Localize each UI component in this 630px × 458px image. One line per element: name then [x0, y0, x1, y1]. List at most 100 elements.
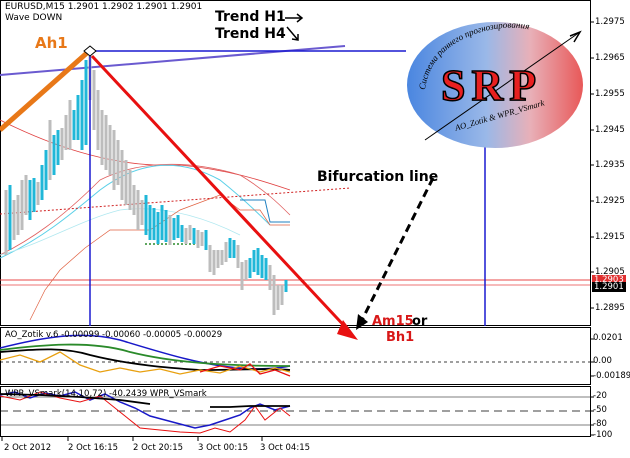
price-bar	[32, 178, 36, 212]
price-bar	[268, 265, 272, 290]
price-bar	[28, 180, 32, 220]
symbol-info: EURUSD,M15 1.2901 1.2902 1.2901 1.2901	[5, 2, 203, 12]
price-bar	[228, 238, 232, 258]
wpr-header: WPR_VSmark(14,10,72) -40.2439 WPR_VSmark	[5, 389, 207, 399]
ah1-orange-line	[0, 50, 90, 132]
price-bar	[168, 215, 172, 245]
price-bar	[72, 110, 76, 140]
price-bar	[212, 250, 216, 275]
wpr-blue-line	[0, 391, 291, 429]
am15-label: Am15	[372, 314, 414, 329]
trend-h4-label: Trend H4	[215, 26, 286, 42]
price-bar	[220, 250, 224, 265]
price-tag-black: 1.2901	[592, 282, 626, 292]
price-tick-label: 1.2915	[595, 232, 625, 242]
price-bar	[148, 205, 152, 240]
price-bar	[108, 125, 112, 175]
price-bar	[284, 280, 288, 292]
price-tick-label: 1.2975	[595, 17, 625, 27]
or-label: or	[412, 314, 428, 329]
price-bar	[156, 212, 160, 244]
ao-orange-line	[0, 351, 291, 375]
price-tick-label: 1.2925	[595, 196, 625, 206]
price-tick-label: 1.2905	[595, 267, 625, 277]
price-bar	[120, 150, 124, 200]
pivot-marker	[83, 45, 97, 57]
price-bar	[100, 110, 104, 165]
price-bar	[188, 225, 192, 240]
price-bar	[36, 182, 40, 205]
price-bar	[52, 135, 56, 175]
price-tick-label: 1.2895	[595, 303, 625, 313]
ao-green-line	[0, 343, 291, 367]
time-label: 2 Oct 2012	[4, 443, 52, 453]
price-bar	[60, 128, 64, 160]
ao-red-line	[199, 363, 291, 377]
bifurcation-arrow-head	[356, 314, 368, 330]
price-bar	[92, 70, 96, 130]
price-bar	[232, 240, 236, 258]
ma-red-curve-2	[0, 163, 291, 256]
price-bar	[40, 165, 44, 200]
price-bar	[164, 210, 168, 242]
price-bar	[152, 208, 156, 240]
price-bar	[144, 195, 148, 235]
price-bar	[180, 225, 184, 242]
price-bar	[68, 100, 72, 150]
time-label: 3 Oct 04:15	[260, 443, 311, 453]
price-bar	[112, 130, 116, 190]
price-bar	[96, 90, 100, 150]
wpr-panel-frame	[0, 386, 591, 437]
bifurcation-arrow	[360, 177, 435, 321]
logo-rising-line	[424, 31, 581, 141]
price-bar	[236, 245, 240, 268]
wpr-tick: -20	[593, 391, 607, 401]
price-bar	[20, 180, 24, 230]
price-bar	[140, 200, 144, 225]
price-bar	[208, 245, 212, 272]
price-bar	[192, 228, 196, 244]
price-bar	[84, 60, 88, 145]
srp-letters: SRP	[440, 61, 543, 110]
price-bar	[8, 185, 12, 250]
price-bar	[56, 130, 60, 165]
ao-tick: 0.0201	[593, 333, 623, 343]
price-bar	[256, 248, 260, 275]
price-tick-label: 1.2935	[595, 160, 625, 170]
price-tick-label: 1.2945	[595, 125, 625, 135]
price-bar	[280, 285, 284, 305]
price-bar	[16, 195, 20, 235]
ao-tick: 0.00	[593, 356, 612, 366]
wpr-axis-ticks	[590, 396, 594, 436]
price-bar	[260, 255, 264, 278]
price-bar	[4, 190, 8, 255]
bh1-label: Bh1	[386, 330, 415, 345]
dotted-red-trend	[0, 187, 351, 215]
price-bar	[272, 275, 276, 315]
time-label: 2 Oct 20:15	[133, 443, 184, 453]
wpr-black-line	[210, 405, 290, 408]
price-bar	[124, 160, 128, 205]
price-bar	[196, 230, 200, 248]
price-bar	[176, 215, 180, 238]
price-bar	[184, 228, 188, 244]
price-bar	[200, 232, 204, 246]
price-bar	[160, 205, 164, 240]
price-bar	[204, 230, 208, 250]
srp-logo: Система раннего прогнозирования	[407, 20, 583, 148]
time-axis-ticks	[1, 437, 263, 441]
price-axis-ticks	[590, 21, 594, 309]
wpr-tick: -100	[593, 430, 613, 440]
ma-lightcyan-curve	[0, 208, 241, 256]
blue-step-line	[240, 199, 290, 223]
price-bar	[136, 190, 140, 230]
price-tick-label: 1.2955	[595, 89, 625, 99]
price-bar	[116, 140, 120, 185]
price-bar	[48, 120, 52, 180]
time-label: 2 Oct 16:15	[68, 443, 119, 453]
price-bar	[224, 242, 228, 262]
price-bar	[248, 258, 252, 278]
red-projection-arrow	[90, 54, 352, 334]
ao-header: AO_Zotik v.6 -0.00099 -0.00060 -0.00005 …	[5, 330, 223, 340]
